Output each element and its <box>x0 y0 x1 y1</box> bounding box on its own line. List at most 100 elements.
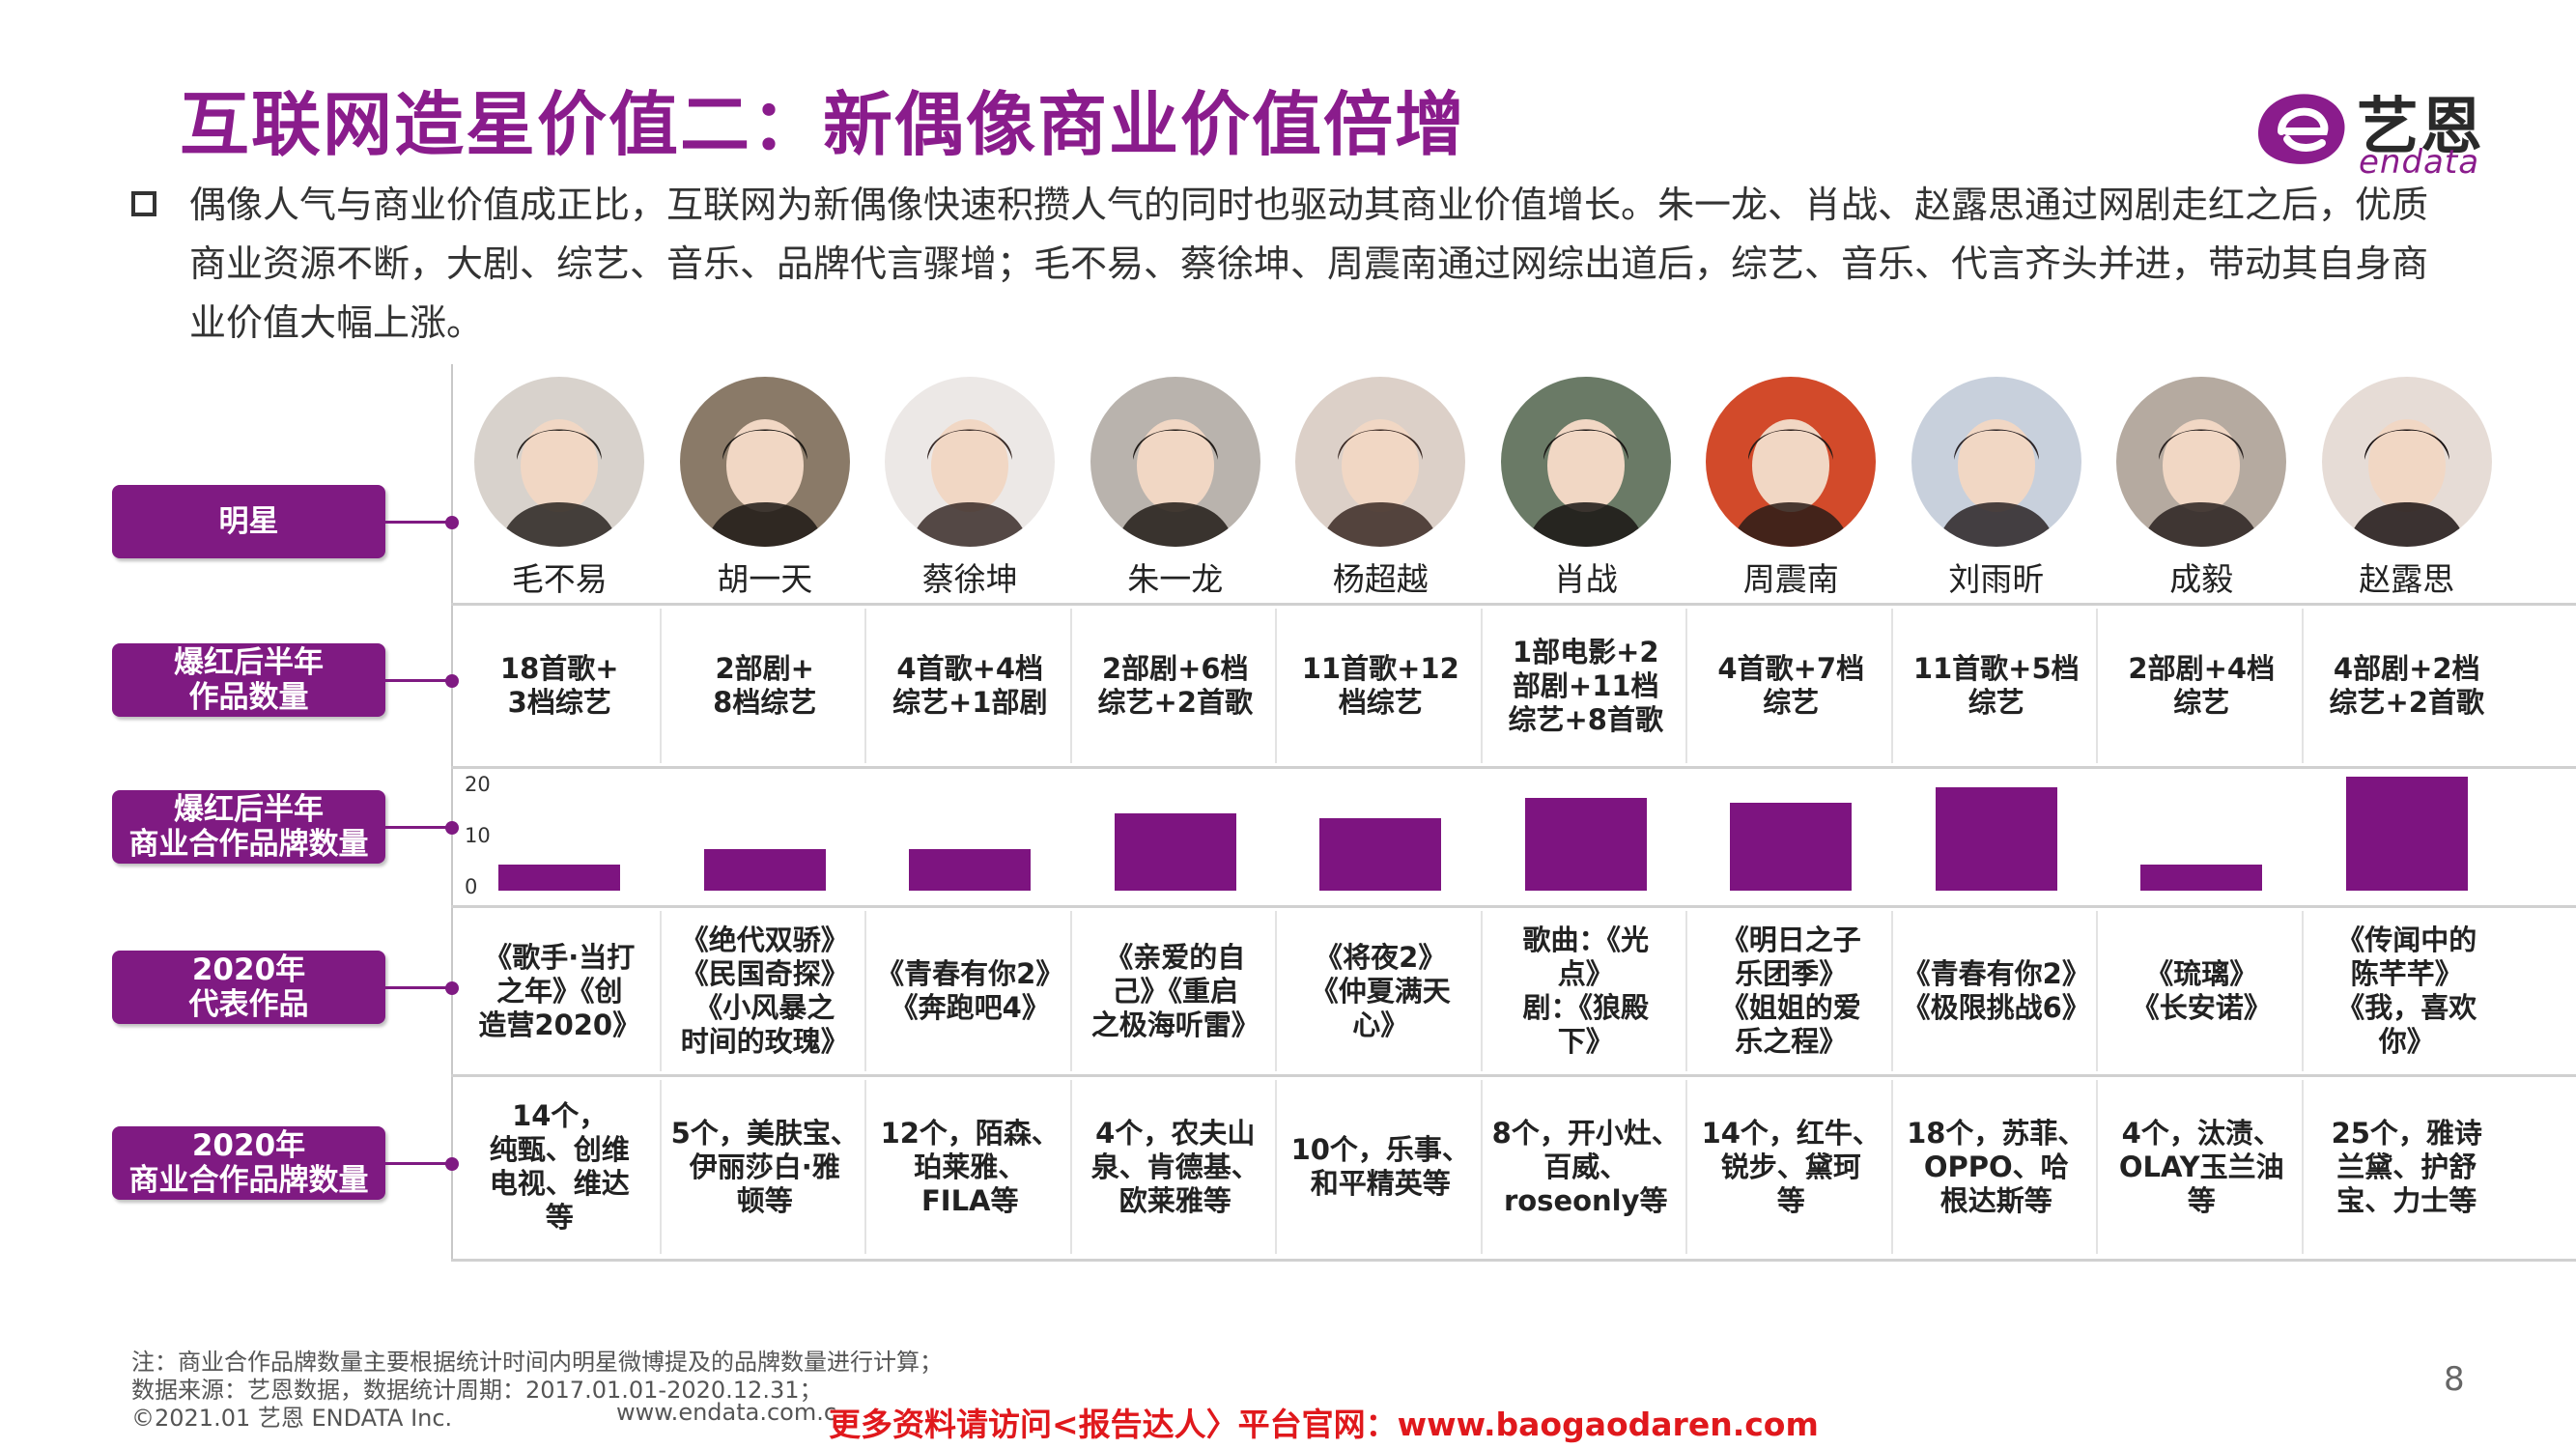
connector-dot-brands-half <box>445 821 459 835</box>
star-name: 毛不易 <box>511 560 608 598</box>
works-cell: 1部电影+2 部剧+11档 综艺+8首歌 <box>1508 635 1663 736</box>
column-separator <box>1275 609 1277 763</box>
avatar-9 <box>2116 377 2287 547</box>
column-separator <box>1069 1080 1072 1254</box>
bar-9 <box>2140 865 2263 891</box>
bar-6 <box>1524 797 1647 891</box>
avatar-10 <box>2321 377 2492 547</box>
star-name: 胡一天 <box>717 560 813 598</box>
column-separator <box>1275 911 1277 1071</box>
y-tick-20: 20 <box>465 773 491 796</box>
column-separator <box>1890 609 1893 763</box>
rep-works-cell: 《亲爱的自 己》《重启 之极海听雷》 <box>1090 940 1260 1041</box>
website-link[interactable]: www.endata.com.c <box>616 1399 837 1426</box>
endata-logo-icon <box>2258 94 2345 164</box>
star-name: 周震南 <box>1742 560 1839 598</box>
connector-dot-rep-2020 <box>445 981 459 995</box>
star-name: 成毅 <box>2169 560 2234 598</box>
works-cell: 18首歌+ 3档综艺 <box>499 652 619 719</box>
star-name: 杨超越 <box>1332 560 1429 598</box>
column-separator <box>2301 609 2304 763</box>
column-separator <box>659 911 662 1071</box>
row-divider-1 <box>451 603 2576 606</box>
brands-2020-cell: 8个，开小灶、 百威、 roseonly等 <box>1491 1116 1680 1217</box>
copyright: ©2021.01 艺恩 ENDATA Inc. <box>131 1405 453 1432</box>
bullet-square-icon <box>131 191 156 216</box>
row-divider-3 <box>451 905 2576 908</box>
connector-dot-star <box>445 516 459 529</box>
brands-2020-cell: 4个，汰渍、 OLAY玉兰油 等 <box>2118 1116 2284 1217</box>
column-separator <box>1685 1080 1687 1254</box>
column-separator <box>1890 911 1893 1071</box>
column-separator <box>1069 609 1072 763</box>
y-tick-10: 10 <box>465 824 491 847</box>
works-cell: 11首歌+12 档综艺 <box>1301 652 1459 719</box>
rep-works-cell: 《明日之子 乐团季》 《姐姐的爱 乐之程》 <box>1720 923 1861 1058</box>
logo-cn-text: 艺恩 <box>2357 92 2484 163</box>
brands-2020-cell: 10个，乐事、 和平精英等 <box>1290 1133 1470 1200</box>
footnote-source: 数据来源：艺恩数据，数据统计周期：2017.01.01-2020.12.31； <box>131 1377 823 1404</box>
connector-brands-2020 <box>385 1162 453 1165</box>
column-separator <box>2096 1080 2098 1254</box>
row-label-star: 明星 <box>112 485 385 558</box>
promo-banner[interactable]: 更多资料请访问<报告达人〉平台官网：www.baogaodaren.com <box>829 1406 1819 1443</box>
column-separator <box>1480 609 1483 763</box>
bar-4 <box>1114 812 1236 891</box>
bar-3 <box>909 849 1032 891</box>
star-name: 蔡徐坤 <box>921 560 1018 598</box>
connector-works <box>385 679 453 682</box>
avatar-8 <box>1911 377 2081 547</box>
y-tick-0: 0 <box>465 875 478 898</box>
column-separator <box>1890 1080 1893 1254</box>
column-separator <box>864 911 866 1071</box>
works-cell: 4部剧+2档 综艺+2首歌 <box>2329 652 2484 719</box>
row-label-brands-half: 爆红后半年 商业合作品牌数量 <box>112 790 385 864</box>
column-separator <box>2301 911 2304 1071</box>
brands-2020-cell: 4个，农夫山 泉、肯德基、 欧莱雅等 <box>1090 1116 1260 1217</box>
intro-paragraph: 偶像人气与商业价值成正比，互联网为新偶像快速积攒人气的同时也驱动其商业价值增长。… <box>189 184 2429 344</box>
avatar-4 <box>1090 377 1260 547</box>
rep-works-cell: 《青春有你2》 《奔跑吧4》 <box>876 957 1064 1024</box>
brands-2020-cell: 14个， 纯甄、创维 电视、维达 等 <box>489 1099 630 1234</box>
rep-works-cell: 《青春有你2》 《极限挑战6》 <box>1902 957 2090 1024</box>
column-separator <box>1480 1080 1483 1254</box>
rep-works-cell: 歌曲：《光 点》 剧：《狼殿 下》 <box>1522 923 1649 1058</box>
column-separator <box>864 609 866 763</box>
connector-dot-works <box>445 674 459 688</box>
star-name: 赵露思 <box>2359 560 2455 598</box>
star-name: 刘雨昕 <box>1948 560 2045 598</box>
rep-works-cell: 《传闻中的 陈芊芊》 《我，喜欢 你》 <box>2336 923 2477 1058</box>
column-separator <box>2096 911 2098 1071</box>
row-label-rep-2020: 2020年 代表作品 <box>112 951 385 1024</box>
brands-2020-cell: 14个，红牛、 锐步、黛珂 等 <box>1701 1116 1881 1217</box>
row-divider-5 <box>451 1259 2576 1262</box>
bar-2 <box>703 849 826 891</box>
page-title: 互联网造星价值二：新偶像商业价值倍增 <box>180 84 1467 165</box>
connector-star <box>385 521 453 524</box>
row-label-brands-2020: 2020年 商业合作品牌数量 <box>112 1126 385 1200</box>
column-separator <box>1275 1080 1277 1254</box>
bar-10 <box>2345 777 2468 891</box>
logo-en-text: endata <box>2359 143 2480 182</box>
column-separator <box>1685 609 1687 763</box>
avatar-6 <box>1500 377 1671 547</box>
footnote-1: 注：商业合作品牌数量主要根据统计时间内明星微博提及的品牌数量进行计算； <box>131 1349 943 1376</box>
works-cell: 2部剧+6档 综艺+2首歌 <box>1097 652 1253 719</box>
bar-5 <box>1319 818 1442 891</box>
works-cell: 11首歌+5档 综艺 <box>1912 652 2080 719</box>
bar-7 <box>1730 803 1853 891</box>
column-separator <box>2301 1080 2304 1254</box>
row-divider-4 <box>451 1074 2576 1077</box>
column-separator <box>864 1080 866 1254</box>
avatar-5 <box>1295 377 1466 547</box>
avatar-2 <box>679 377 850 547</box>
column-separator <box>659 1080 662 1254</box>
brands-2020-cell: 5个，美肤宝、 伊丽莎白·雅 顿等 <box>670 1116 859 1217</box>
column-separator <box>1685 911 1687 1071</box>
row-divider-2 <box>451 766 2576 769</box>
endata-logo: 艺恩 endata <box>2249 75 2500 182</box>
connector-dot-brands-2020 <box>445 1157 459 1171</box>
avatar-3 <box>885 377 1056 547</box>
connector-rep-2020 <box>385 986 453 989</box>
